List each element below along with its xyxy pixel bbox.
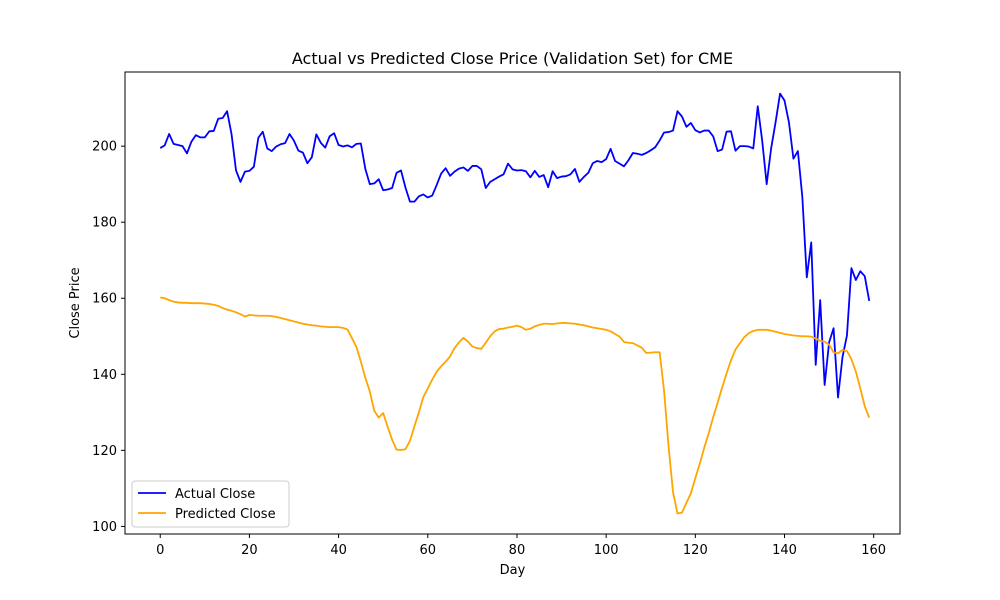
x-tick-label: 140 bbox=[772, 543, 797, 558]
y-axis: 100 120 140 160 180 200 bbox=[92, 140, 125, 535]
y-tick-label: 200 bbox=[92, 140, 117, 155]
y-tick-label: 140 bbox=[92, 368, 117, 383]
x-tick-label: 120 bbox=[683, 543, 708, 558]
y-tick-label: 180 bbox=[92, 216, 117, 231]
x-axis-label: Day bbox=[500, 563, 526, 578]
x-tick-label: 100 bbox=[594, 543, 619, 558]
x-axis: 0 20 40 60 80 100 120 140 160 bbox=[156, 534, 886, 558]
x-tick-label: 80 bbox=[509, 543, 526, 558]
legend-label-actual: Actual Close bbox=[175, 487, 255, 502]
plot-frame bbox=[124, 71, 901, 535]
chart-title: Actual vs Predicted Close Price (Validat… bbox=[292, 49, 733, 68]
x-tick-label: 160 bbox=[861, 543, 886, 558]
series-line-actual-close bbox=[159, 92, 871, 399]
y-tick-label: 100 bbox=[92, 520, 117, 535]
y-axis-label: Close Price bbox=[68, 267, 83, 338]
x-tick-label: 20 bbox=[241, 543, 258, 558]
legend-label-predicted: Predicted Close bbox=[175, 507, 276, 522]
series-layer bbox=[159, 92, 871, 515]
series-line-predicted-close bbox=[160, 296, 871, 515]
x-tick-label: 0 bbox=[156, 543, 164, 558]
legend: Actual Close Predicted Close bbox=[131, 480, 290, 528]
x-tick-label: 40 bbox=[330, 543, 347, 558]
x-tick-label: 60 bbox=[420, 543, 437, 558]
y-tick-label: 160 bbox=[92, 292, 117, 307]
y-tick-label: 120 bbox=[92, 444, 117, 459]
legend-box bbox=[131, 480, 290, 528]
